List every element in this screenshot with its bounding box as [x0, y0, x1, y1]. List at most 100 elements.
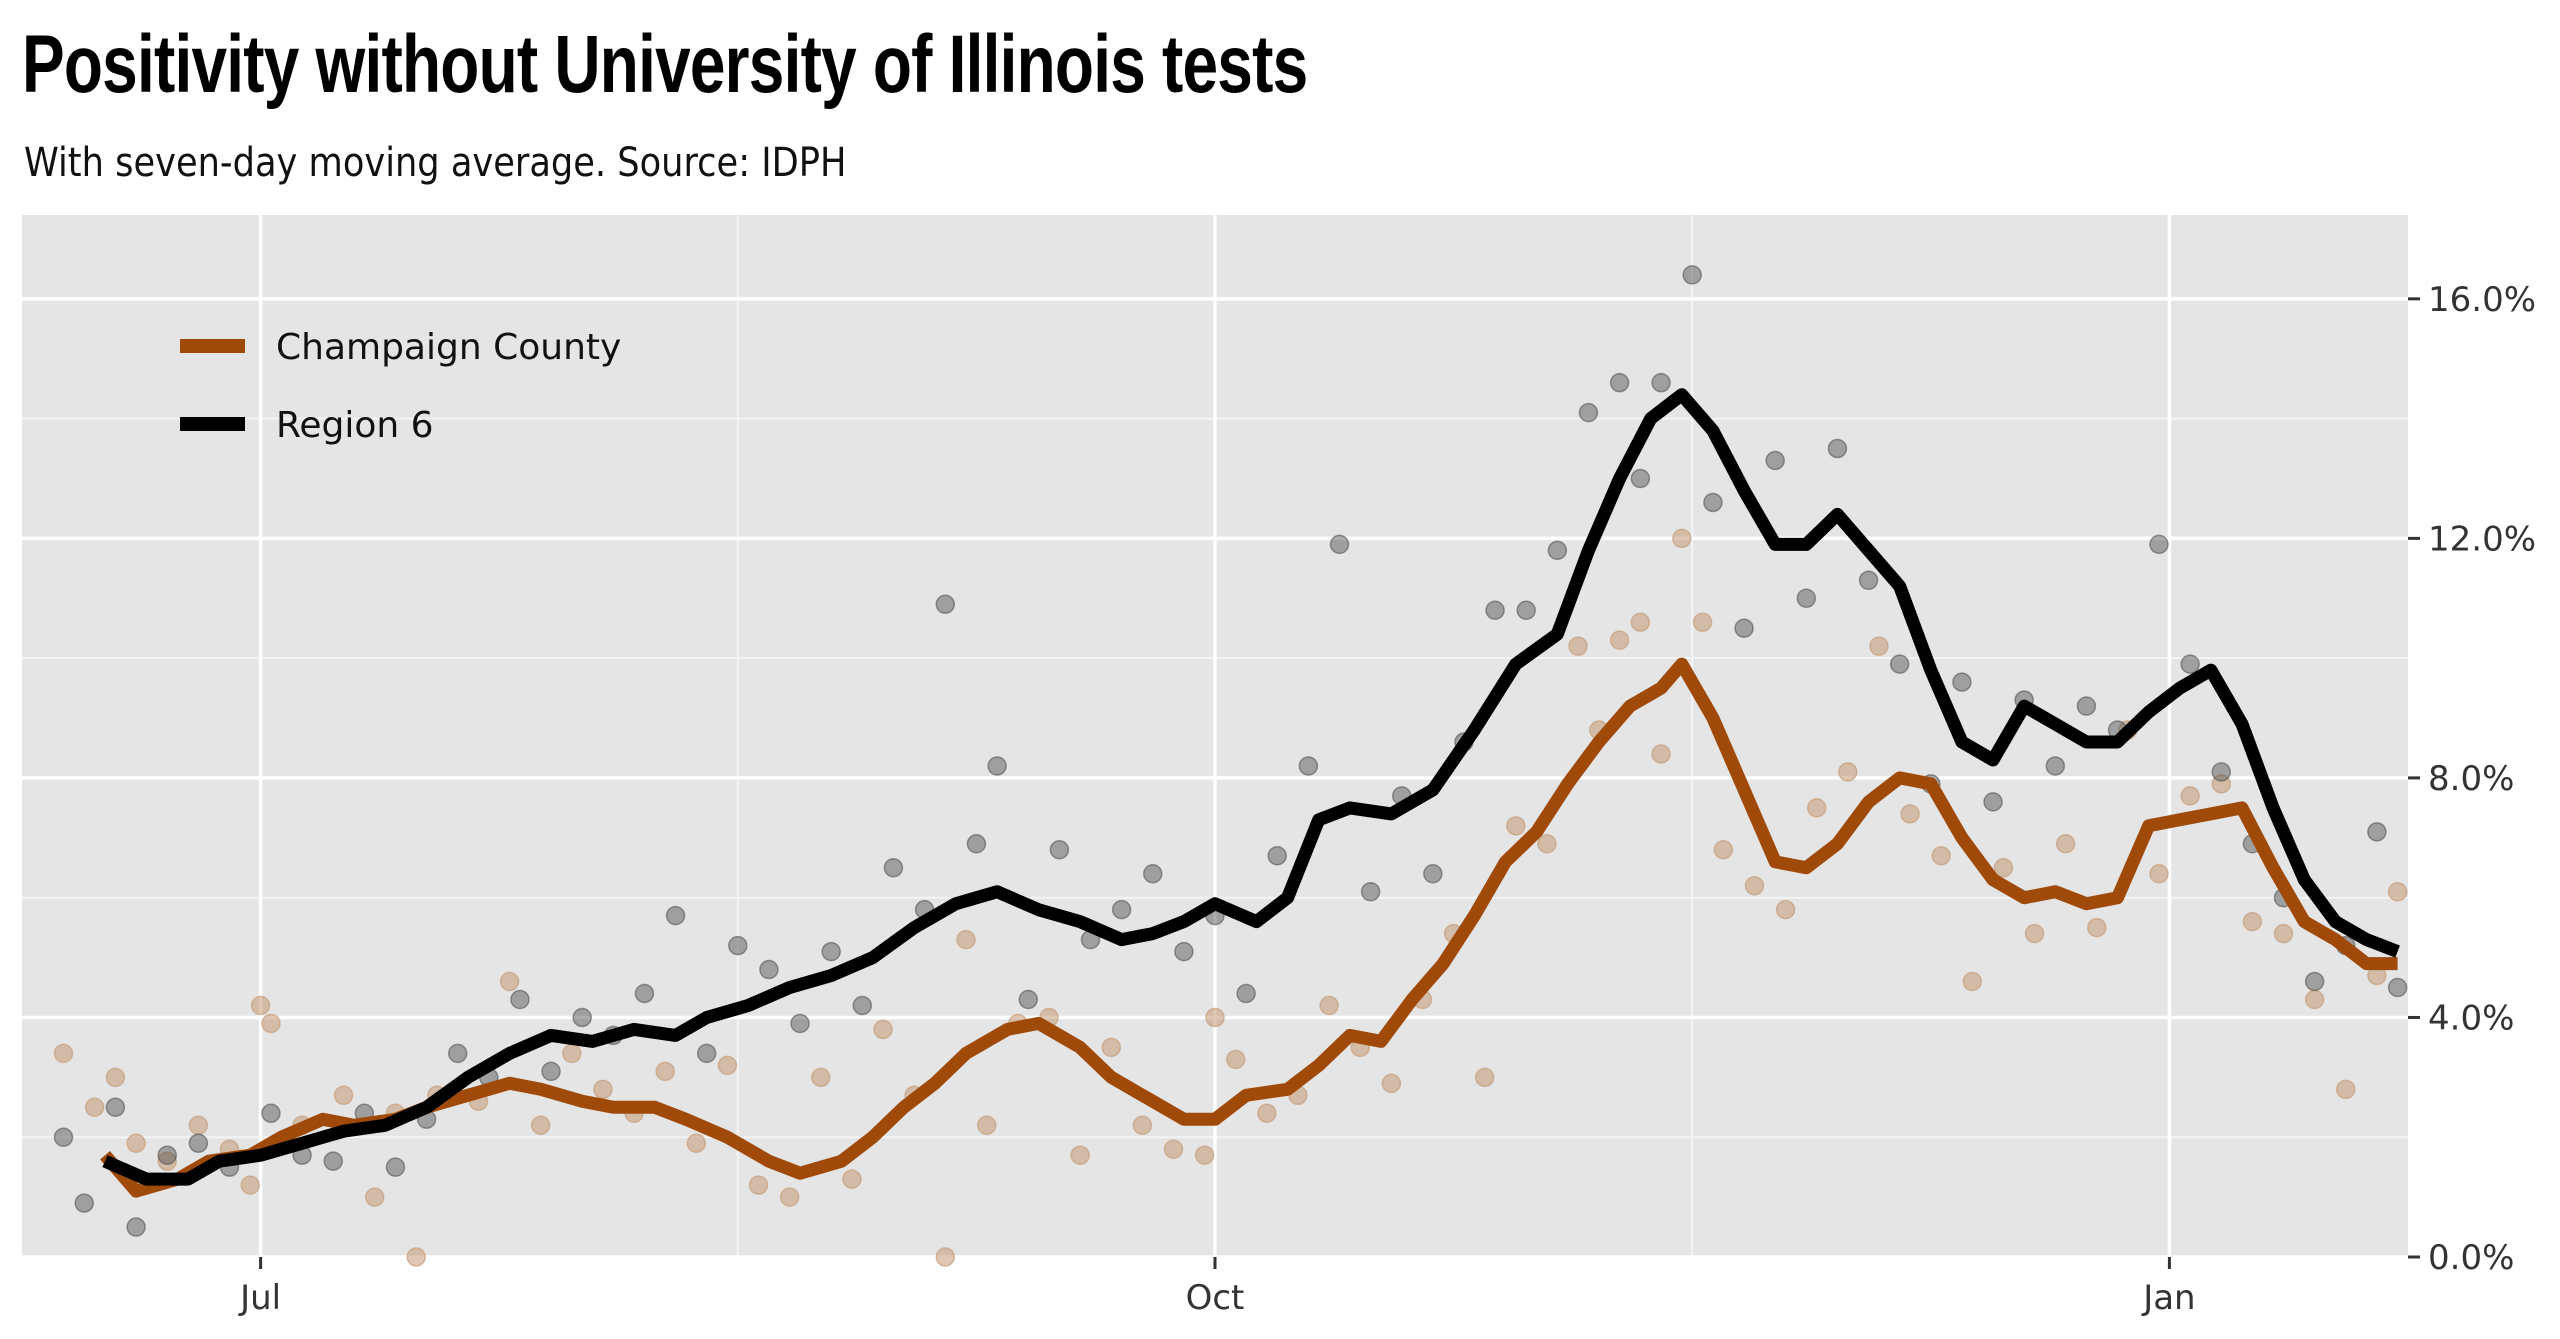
point-region6 [2076, 696, 2097, 716]
point-champaign [157, 1151, 177, 1171]
point-region6 [1651, 372, 1671, 393]
point-champaign [2273, 923, 2294, 944]
point-region6 [1578, 402, 1599, 423]
point-champaign [873, 1019, 893, 1040]
point-region6 [1267, 846, 1287, 866]
point-region6 [665, 905, 686, 926]
point-champaign [748, 1175, 769, 1195]
point-region6 [1329, 534, 1350, 555]
legend-label-champaign: Champaign County [276, 327, 621, 368]
point-champaign [686, 1133, 707, 1153]
point-champaign [333, 1085, 354, 1106]
point-region6 [821, 941, 841, 962]
chart-subtitle: With seven-day moving average. Source: I… [24, 140, 847, 186]
point-region6 [1609, 372, 1630, 393]
point-champaign [1205, 1007, 1225, 1028]
point-region6 [2045, 756, 2066, 776]
point-champaign [1630, 612, 1651, 632]
point-region6 [541, 1061, 561, 1082]
point-region6 [1547, 540, 1568, 561]
line-champaign [100, 657, 2398, 1198]
point-champaign [1869, 636, 1889, 656]
point-region6 [53, 1127, 74, 1147]
point-region6 [1827, 438, 1848, 459]
point-region6 [157, 1145, 177, 1165]
point-champaign [2180, 786, 2200, 806]
point-champaign [1568, 636, 1588, 656]
point-champaign [1931, 846, 1951, 866]
point-region6 [852, 995, 873, 1016]
point-region6 [1236, 983, 1256, 1004]
line-region6 [102, 388, 2400, 1186]
point-region6 [1630, 468, 1651, 489]
point-region6 [2304, 971, 2325, 992]
point-champaign [1744, 875, 1765, 896]
point-champaign [1900, 804, 1920, 824]
axes: 0.0% 4.0% 8.0% 12.0% 16.0% Jul Oct Jan [238, 280, 2536, 1318]
daily-points [53, 265, 2408, 1267]
point-region6 [883, 857, 904, 878]
point-champaign [1651, 744, 1671, 764]
y-tick-label: 4.0% [2428, 998, 2514, 1038]
point-champaign [1672, 528, 1692, 549]
point-region6 [2149, 534, 2169, 555]
point-region6 [728, 935, 748, 956]
point-champaign [593, 1079, 613, 1100]
point-region6 [1516, 600, 1536, 620]
point-champaign [1609, 630, 1630, 650]
point-champaign [1713, 840, 1734, 860]
point-region6 [634, 983, 655, 1004]
point-region6 [759, 959, 779, 980]
point-region6 [74, 1193, 94, 1213]
point-region6 [1765, 450, 1785, 471]
point-champaign [2024, 923, 2045, 944]
point-region6 [2180, 654, 2200, 674]
legend-label-region6: Region 6 [276, 405, 434, 446]
point-champaign [779, 1187, 800, 1207]
point-champaign [2304, 989, 2325, 1010]
point-region6 [105, 1097, 126, 1118]
point-region6 [261, 1103, 281, 1124]
point-champaign [240, 1175, 260, 1195]
point-region6 [1952, 672, 1972, 692]
point-champaign [1506, 816, 1526, 836]
point-region6 [1734, 618, 1754, 638]
point-champaign [1101, 1037, 1122, 1058]
point-region6 [1983, 792, 2003, 812]
point-champaign [562, 1043, 582, 1064]
point-champaign [250, 995, 271, 1016]
point-region6 [966, 834, 987, 854]
point-region6 [2387, 977, 2408, 998]
point-champaign [1132, 1115, 1153, 1136]
x-tick-label: Oct [1186, 1278, 1245, 1318]
point-champaign [126, 1133, 146, 1153]
point-region6 [1111, 899, 1132, 920]
point-champaign [2387, 881, 2408, 902]
point-champaign [2149, 863, 2169, 884]
x-tick-label: Jul [238, 1278, 281, 1318]
point-champaign [956, 929, 976, 950]
point-region6 [1423, 863, 1443, 884]
point-champaign [105, 1067, 126, 1088]
point-champaign [1257, 1103, 1277, 1124]
point-champaign [530, 1115, 551, 1136]
point-champaign [1537, 834, 1557, 854]
point-champaign [717, 1055, 738, 1076]
point-champaign [2087, 917, 2107, 938]
point-champaign [1225, 1049, 1246, 1070]
point-champaign [84, 1097, 105, 1118]
point-champaign [188, 1115, 209, 1136]
point-region6 [1143, 863, 1163, 884]
point-champaign [1692, 612, 1713, 632]
point-champaign [977, 1115, 997, 1136]
point-champaign [1319, 995, 1339, 1016]
point-champaign [2055, 834, 2076, 854]
point-champaign [1070, 1145, 1090, 1165]
point-champaign [1993, 857, 2014, 878]
point-champaign [1962, 971, 1983, 992]
y-tick-label: 12.0% [2428, 519, 2536, 559]
point-region6 [126, 1217, 146, 1237]
point-champaign [406, 1247, 426, 1267]
point-champaign [655, 1061, 675, 1082]
